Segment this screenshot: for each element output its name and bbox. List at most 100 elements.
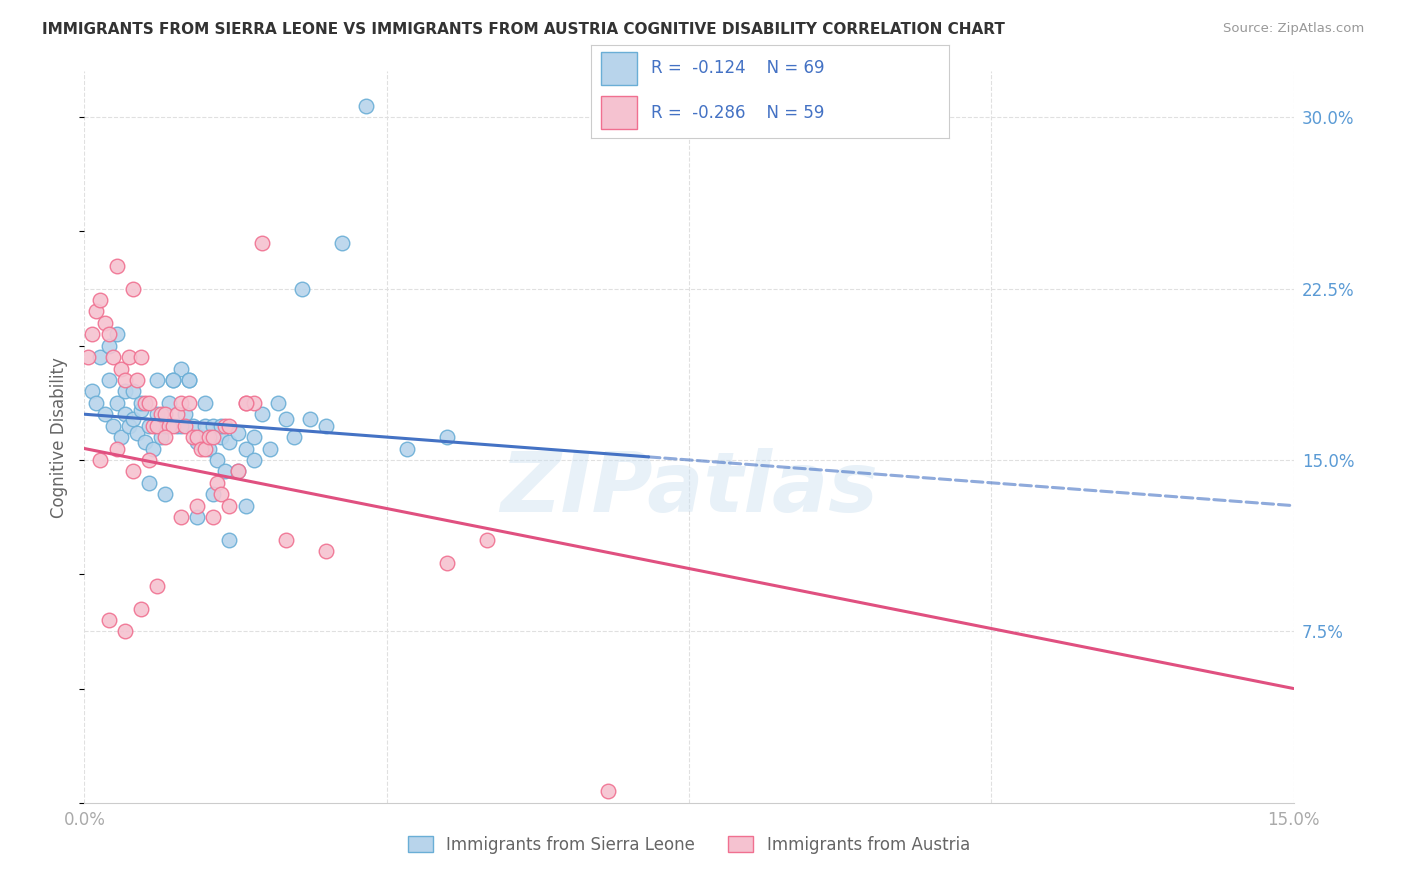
- Point: [194, 396, 217, 410]
- Point: [202, 430, 225, 444]
- Point: [235, 442, 257, 456]
- Point: [146, 579, 169, 593]
- Point: [134, 434, 156, 449]
- Point: [157, 418, 180, 433]
- Point: [207, 453, 229, 467]
- Point: [179, 373, 201, 387]
- Point: [105, 396, 128, 410]
- Point: [105, 259, 128, 273]
- Point: [170, 396, 193, 410]
- Point: [121, 384, 143, 399]
- FancyBboxPatch shape: [602, 96, 637, 129]
- Point: [134, 396, 156, 410]
- Point: [149, 430, 172, 444]
- Point: [235, 396, 257, 410]
- Point: [97, 327, 120, 342]
- Point: [138, 418, 160, 433]
- Point: [174, 418, 197, 433]
- Point: [181, 430, 204, 444]
- Point: [110, 430, 132, 444]
- Point: [89, 453, 111, 467]
- Point: [170, 418, 193, 433]
- Text: Source: ZipAtlas.com: Source: ZipAtlas.com: [1223, 22, 1364, 36]
- Point: [166, 407, 188, 421]
- Point: [170, 361, 193, 376]
- Point: [97, 338, 120, 352]
- Point: [179, 396, 201, 410]
- Point: [186, 510, 208, 524]
- Point: [162, 373, 184, 387]
- Point: [170, 510, 193, 524]
- Point: [226, 464, 249, 478]
- Point: [209, 418, 232, 433]
- Point: [214, 418, 236, 433]
- Point: [186, 430, 208, 444]
- Point: [291, 281, 314, 295]
- Point: [194, 418, 217, 433]
- Point: [86, 396, 108, 410]
- Point: [146, 407, 169, 421]
- Point: [315, 418, 337, 433]
- Point: [105, 442, 128, 456]
- Point: [218, 434, 240, 449]
- Point: [226, 464, 249, 478]
- Point: [198, 430, 221, 444]
- Y-axis label: Cognitive Disability: Cognitive Disability: [51, 357, 69, 517]
- Point: [153, 407, 176, 421]
- Point: [202, 487, 225, 501]
- Point: [89, 350, 111, 364]
- Point: [121, 281, 143, 295]
- Point: [209, 430, 232, 444]
- Point: [101, 350, 124, 364]
- Point: [121, 464, 143, 478]
- Point: [190, 442, 212, 456]
- Text: R =  -0.124    N = 69: R = -0.124 N = 69: [651, 60, 825, 78]
- Point: [138, 396, 160, 410]
- Point: [186, 434, 208, 449]
- Point: [82, 384, 104, 399]
- Point: [283, 430, 305, 444]
- Point: [250, 407, 273, 421]
- Point: [114, 384, 136, 399]
- Point: [202, 418, 225, 433]
- Point: [129, 350, 152, 364]
- Point: [153, 418, 176, 433]
- Point: [356, 98, 378, 112]
- Point: [274, 412, 297, 426]
- Point: [129, 396, 152, 410]
- Point: [118, 418, 141, 433]
- Point: [157, 396, 180, 410]
- Point: [97, 373, 120, 387]
- Point: [174, 407, 197, 421]
- Point: [138, 475, 160, 490]
- Point: [110, 361, 132, 376]
- Point: [218, 499, 240, 513]
- Point: [235, 499, 257, 513]
- Point: [166, 418, 188, 433]
- Point: [179, 373, 201, 387]
- Point: [202, 510, 225, 524]
- Point: [114, 407, 136, 421]
- Point: [101, 418, 124, 433]
- Point: [153, 487, 176, 501]
- Point: [477, 533, 499, 547]
- Point: [142, 442, 165, 456]
- Point: [181, 418, 204, 433]
- Legend: Immigrants from Sierra Leone, Immigrants from Austria: Immigrants from Sierra Leone, Immigrants…: [401, 829, 977, 860]
- Point: [395, 442, 418, 456]
- Point: [146, 418, 169, 433]
- Point: [82, 327, 104, 342]
- Point: [138, 453, 160, 467]
- Point: [77, 350, 100, 364]
- Point: [190, 430, 212, 444]
- FancyBboxPatch shape: [602, 52, 637, 85]
- Point: [146, 373, 169, 387]
- Point: [218, 533, 240, 547]
- Point: [162, 373, 184, 387]
- Point: [242, 453, 264, 467]
- Point: [118, 350, 141, 364]
- Point: [330, 235, 353, 250]
- Point: [129, 601, 152, 615]
- Text: ZIPatlas: ZIPatlas: [501, 448, 877, 529]
- Point: [226, 425, 249, 440]
